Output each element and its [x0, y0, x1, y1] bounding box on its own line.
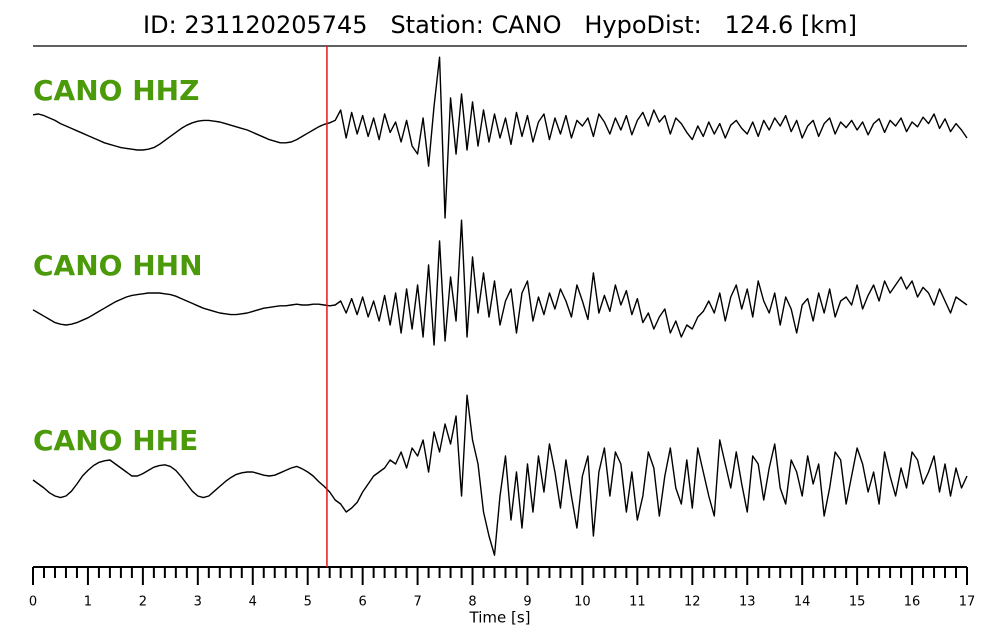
x-tick-label: 3 — [194, 595, 202, 610]
x-tick-label: 10 — [574, 595, 591, 610]
x-tick-label: 5 — [304, 595, 312, 610]
x-tick-label: 9 — [523, 595, 531, 610]
x-tick-label: 16 — [904, 595, 921, 610]
x-tick-label: 4 — [249, 595, 257, 610]
x-tick-label: 12 — [684, 595, 701, 610]
x-tick-label: 13 — [739, 595, 756, 610]
waveform — [32, 394, 968, 556]
x-tick-label: 2 — [139, 595, 147, 610]
x-tick-label: 6 — [359, 595, 367, 610]
waveform — [32, 219, 968, 346]
x-tick-label: 1 — [84, 595, 92, 610]
x-tick-label: 15 — [849, 595, 866, 610]
x-tick-label: 7 — [413, 595, 421, 610]
x-axis-label: Time [s] — [469, 609, 531, 627]
x-tick-label: 14 — [794, 595, 811, 610]
trace-label: CANO HHE — [33, 424, 198, 457]
x-tick-label: 8 — [468, 595, 476, 610]
trace-label: CANO HHN — [33, 249, 203, 282]
x-tick-label: 11 — [629, 595, 646, 610]
x-tick-label: 17 — [959, 595, 976, 610]
x-tick-label: 0 — [29, 595, 37, 610]
trace-label: CANO HHZ — [33, 74, 199, 107]
waveform — [32, 56, 968, 219]
chart-title: ID: 231120205745 Station: CANO HypoDist:… — [143, 11, 857, 39]
